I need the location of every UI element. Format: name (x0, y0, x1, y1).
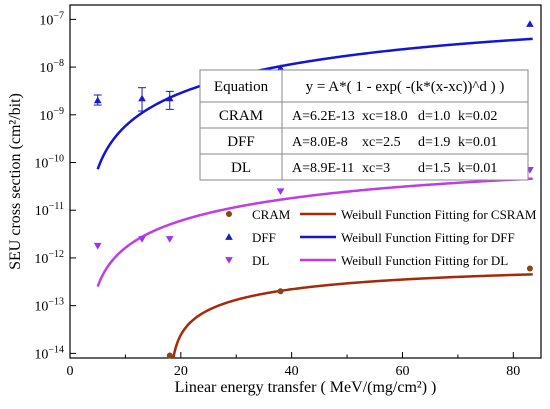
table-cell: d=1.9 (418, 135, 450, 150)
y-tick-label: 10−8 (39, 58, 64, 76)
legend-marker-label: CRAM (252, 207, 291, 222)
data-point (526, 20, 534, 27)
data-point (225, 257, 233, 264)
data-points (93, 20, 534, 359)
fit-curve (172, 273, 533, 358)
data-point (165, 236, 174, 243)
y-axis-label: SEU cross section (cm²/bit) (7, 93, 24, 270)
table-row-label: DFF (227, 134, 255, 150)
table-cell: A=6.2E-13 (292, 109, 355, 124)
legend: CRAM Weibull Function Fitting for CSRAM DF… (225, 207, 537, 268)
legend-line-label: Weibull Function Fitting for CSRAM (341, 207, 537, 222)
legend-marker-label: DL (252, 253, 269, 268)
plot-frame (69, 4, 542, 359)
data-point (166, 352, 173, 359)
y-tick-label: 10−13 (34, 297, 64, 315)
legend-line-label: Weibull Function Fitting for DFF (341, 230, 515, 245)
table-cell: k=0.01 (458, 135, 497, 150)
x-tick-label: 80 (506, 364, 520, 379)
legend-marker-label: DFF (252, 230, 276, 245)
table-header-cell: Equation (214, 79, 269, 95)
data-point (526, 265, 533, 272)
data-point (93, 242, 102, 250)
y-tick-label: 10−7 (39, 10, 64, 28)
legend-line-label: Weibull Function Fitting for DL (341, 253, 508, 268)
data-point (138, 236, 146, 243)
fit-curve (96, 177, 533, 287)
data-point (276, 64, 285, 71)
x-tick-label: 60 (395, 364, 409, 379)
table-cell: xc=18.0 (362, 109, 408, 124)
x-tick-label: 40 (285, 364, 299, 379)
table-row-label: DL (231, 160, 251, 176)
y-tick-label: 10−11 (35, 201, 64, 219)
table-frame (199, 69, 529, 181)
table-cell: xc=2.5 (362, 135, 401, 150)
table-cell: xc=3 (362, 161, 390, 176)
y-tick-label: 10−9 (39, 106, 64, 124)
data-point (276, 188, 285, 196)
data-point (138, 94, 146, 102)
y-tick-label: 10−14 (34, 344, 64, 362)
table-cell: k=0.01 (458, 161, 497, 176)
table-cell: k=0.02 (458, 109, 497, 124)
table-cell: d=1.0 (418, 109, 450, 124)
y-tick-label: 10−12 (34, 249, 64, 267)
axes: 0 20 40 60 80 10−14 10−13 10−12 10−11 10−10 10−9 10… (34, 10, 520, 379)
y-tick-label: 10−10 (34, 154, 64, 172)
table-row-label: CRAM (219, 108, 263, 124)
x-tick-label: 20 (174, 364, 188, 379)
data-point (225, 233, 233, 240)
equation-table: Equation y = A*( 1 - exp( -(k*(x-xc))^d )… (199, 69, 529, 181)
table-cell: A=8.9E-11 (292, 161, 354, 176)
data-point (226, 211, 232, 217)
data-point (165, 94, 174, 102)
table-cell: A=8.0E-8 (292, 135, 348, 150)
table-cell: d=1.5 (418, 161, 450, 176)
x-tick-label: 0 (67, 364, 74, 379)
data-point (277, 288, 284, 295)
x-axis-label: Linear energy transfer ( MeV/(mg/cm²) ) (175, 379, 437, 396)
table-header-cell: y = A*( 1 - exp( -(k*(x-xc))^d ) ) (306, 79, 505, 95)
data-point (93, 96, 102, 104)
